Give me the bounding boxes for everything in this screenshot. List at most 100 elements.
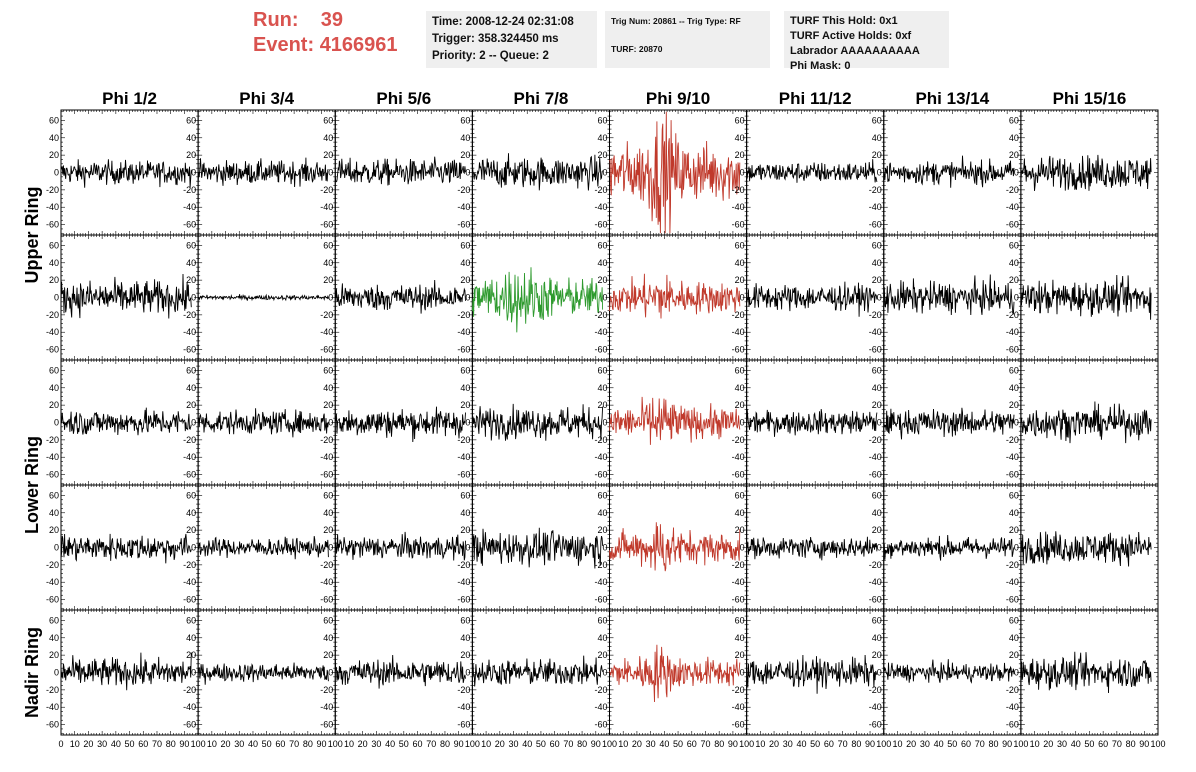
y-tick-label: -20: [320, 435, 333, 445]
y-tick-label: 0: [602, 543, 607, 553]
y-tick-label: -60: [320, 595, 333, 605]
y-tick-label: 60: [49, 240, 59, 250]
y-tick-label: 0: [1014, 293, 1019, 303]
column-header: Phi 3/4: [239, 89, 294, 108]
turf-active-line: TURF Active Holds: 0xf: [790, 30, 912, 42]
waveform-trace: [746, 159, 878, 183]
y-tick-label: -20: [594, 560, 607, 570]
priority-line: Priority: 2 -- Queue: 2: [432, 50, 549, 62]
y-tick-label: 40: [597, 508, 607, 518]
y-tick-label: -40: [320, 452, 333, 462]
y-tick-label: -40: [183, 327, 196, 337]
waveform-trace: [746, 408, 878, 437]
run-row: Run: 39: [253, 8, 398, 33]
trig-num-line: Trig Num: 20861 -- Trig Type: RF: [611, 16, 741, 26]
y-tick-label: 60: [1009, 365, 1019, 375]
y-tick-label: -40: [183, 452, 196, 462]
y-tick-label: -20: [869, 310, 882, 320]
y-tick-label: 40: [460, 383, 470, 393]
y-tick-label: -20: [320, 310, 333, 320]
y-tick-label: -60: [732, 345, 745, 355]
y-tick-label: 20: [323, 275, 333, 285]
waveform-trace: [883, 274, 1015, 316]
y-tick-label: 40: [597, 383, 607, 393]
y-tick-label: 60: [460, 240, 470, 250]
y-tick-label: 0: [740, 418, 745, 428]
run-value: 39: [320, 9, 344, 31]
y-tick-label: -40: [1006, 202, 1019, 212]
y-tick-label: -40: [732, 202, 745, 212]
y-tick-label: -60: [183, 345, 196, 355]
y-tick-label: 20: [186, 150, 196, 160]
y-tick-label: 60: [186, 240, 196, 250]
y-tick-label: 20: [460, 150, 470, 160]
y-tick-label: 20: [49, 400, 59, 410]
y-tick-label: 0: [465, 293, 470, 303]
panel-frame: [197, 484, 336, 611]
y-tick-label: -60: [457, 595, 470, 605]
y-tick-label: -40: [183, 202, 196, 212]
y-tick-label: -60: [320, 220, 333, 230]
y-tick-label: -40: [869, 202, 882, 212]
waveform-trace: [60, 533, 192, 564]
waveform-trace: [471, 153, 603, 191]
event-row: Event: 4166961: [253, 33, 398, 58]
y-tick-label: -60: [1006, 220, 1019, 230]
y-tick-label: 40: [735, 258, 745, 268]
phi-mask-line: Phi Mask: 0: [790, 60, 851, 72]
y-tick-label: -40: [46, 577, 59, 587]
y-tick-label: -40: [46, 202, 59, 212]
y-tick-label: -40: [46, 327, 59, 337]
y-tick-label: 60: [872, 115, 882, 125]
y-tick-label: 20: [735, 400, 745, 410]
y-tick-label: 0: [740, 293, 745, 303]
event-label: Event:: [253, 34, 315, 56]
y-tick-label: 20: [49, 150, 59, 160]
y-tick-label: 20: [49, 275, 59, 285]
y-tick-label: -20: [594, 435, 607, 445]
y-tick-label: 40: [323, 258, 333, 268]
y-tick-label: -60: [46, 345, 59, 355]
y-tick-label: 40: [323, 133, 333, 143]
waveform-trace: [609, 273, 741, 319]
waveform-trace: [197, 157, 329, 188]
y-tick-label: 60: [186, 490, 196, 500]
y-tick-label: 0: [602, 418, 607, 428]
y-tick-label: -20: [457, 560, 470, 570]
y-tick-label: 0: [1014, 168, 1019, 178]
y-tick-label: -40: [457, 577, 470, 587]
y-tick-label: -20: [457, 185, 470, 195]
y-tick-label: 20: [186, 275, 196, 285]
y-tick-label: 20: [460, 400, 470, 410]
y-tick-label: -40: [594, 577, 607, 587]
y-tick-label: 20: [872, 150, 882, 160]
waveform-trace: [334, 279, 466, 314]
y-tick-label: 0: [602, 293, 607, 303]
y-tick-label: 40: [460, 258, 470, 268]
labrador-line: Labrador AAAAAAAAAA: [790, 45, 920, 57]
y-tick-label: 0: [602, 168, 607, 178]
y-tick-label: 40: [597, 133, 607, 143]
y-tick-label: 60: [735, 365, 745, 375]
y-tick-label: -60: [183, 220, 196, 230]
y-tick-label: 40: [49, 133, 59, 143]
trigger-line: Trigger: 358.324450 ms: [432, 33, 559, 45]
y-tick-label: 40: [460, 133, 470, 143]
y-tick-label: 60: [597, 115, 607, 125]
column-header: Phi 9/10: [646, 89, 710, 108]
row-label: Nadir Ring: [22, 627, 42, 718]
waveform-trace: [883, 155, 1015, 188]
y-tick-label: -20: [594, 185, 607, 195]
y-tick-label: -40: [1006, 327, 1019, 337]
y-tick-label: -20: [46, 310, 59, 320]
waveform-trace: [60, 159, 192, 188]
y-tick-label: 40: [872, 133, 882, 143]
y-tick-label: 0: [465, 418, 470, 428]
y-tick-label: -40: [869, 452, 882, 462]
y-tick-label: 40: [1009, 258, 1019, 268]
turf-line: TURF: 20870: [611, 44, 663, 54]
waveform-trace: [471, 267, 604, 333]
y-tick-label: 0: [877, 418, 882, 428]
time-line: Time: 2008-12-24 02:31:08: [432, 16, 574, 28]
